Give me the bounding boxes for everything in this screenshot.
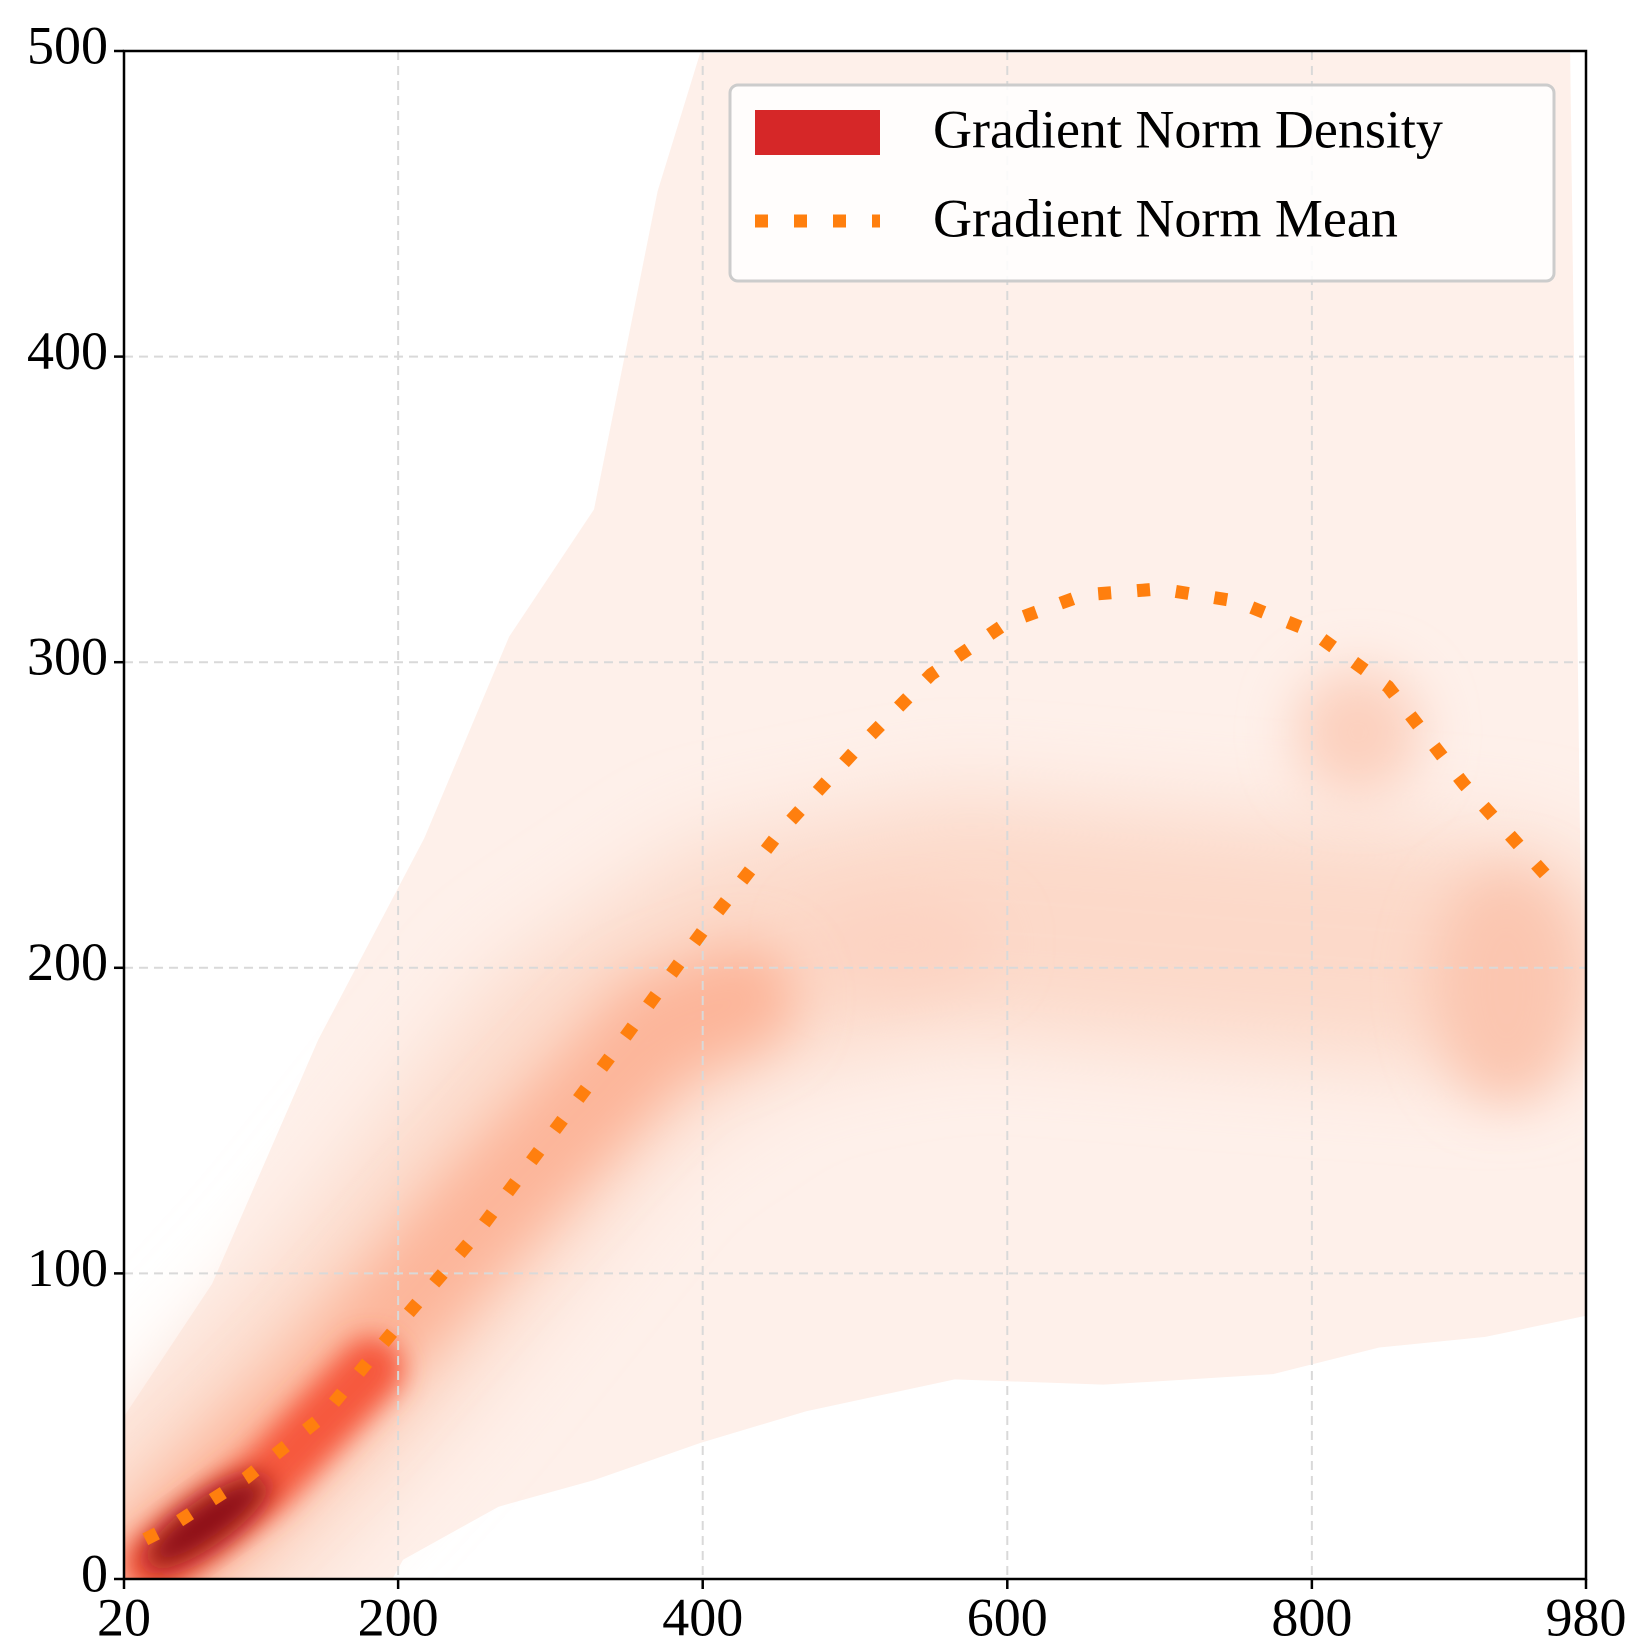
x-tick-label: 600 <box>967 1587 1048 1636</box>
density-blob <box>1294 668 1422 796</box>
y-tick-label: 100 <box>27 1238 108 1298</box>
legend-patch <box>755 110 880 155</box>
legend-label: Gradient Norm Mean <box>933 188 1398 248</box>
x-tick-label: 400 <box>662 1587 743 1636</box>
x-tick-label: 800 <box>1271 1587 1352 1636</box>
density-blob <box>1432 870 1581 1104</box>
legend-label: Gradient Norm Density <box>933 99 1443 159</box>
x-tick-label: 20 <box>97 1587 151 1636</box>
y-tick-label: 400 <box>27 321 108 381</box>
density-core <box>144 1475 270 1570</box>
x-tick-label: 980 <box>1546 1587 1627 1636</box>
mean-line <box>142 582 1555 1546</box>
y-tick-label: 500 <box>27 15 108 75</box>
x-tick-label: 200 <box>358 1587 439 1636</box>
y-tick-label: 300 <box>27 627 108 687</box>
plot-frame <box>122 49 1588 1581</box>
legend-box <box>728 83 1556 283</box>
legend: Gradient Norm Density Gradient Norm Mean <box>728 83 1556 283</box>
density-field <box>124 53 1586 1579</box>
density-blob <box>806 896 998 993</box>
y-tick-label: 200 <box>27 932 108 992</box>
y-tick-label: 0 <box>81 1543 108 1603</box>
